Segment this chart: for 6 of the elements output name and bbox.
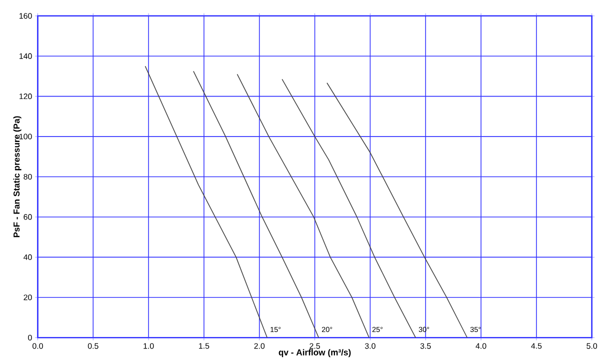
line-series — [193, 70, 320, 338]
line-series — [282, 78, 416, 338]
line-series — [144, 66, 268, 338]
x-axis-title: qv - Airflow (m³/s) — [278, 348, 351, 357]
y-axis-title: PsF - Fan Static pressure (Pa) — [13, 116, 22, 237]
line-series — [236, 74, 370, 338]
